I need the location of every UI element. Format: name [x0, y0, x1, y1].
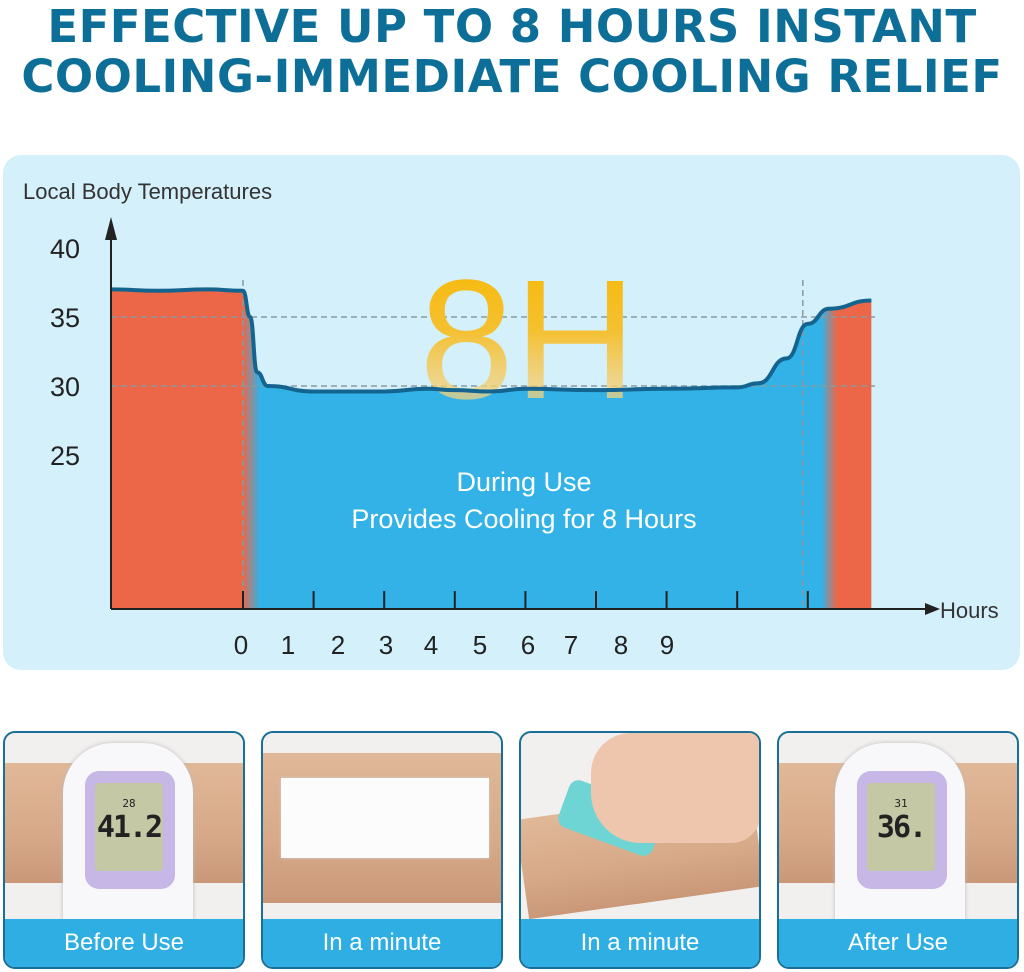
x-axis-arrow-icon — [925, 603, 940, 615]
y-axis-label: Local Body Temperatures — [23, 179, 272, 204]
headline-line-2: COOLING-IMMEDIATE COOLING RELIEF — [21, 50, 1003, 103]
duration-highlight: 8H — [419, 245, 636, 435]
x-tick-label: 3 — [379, 630, 393, 660]
annotation-line-2: Provides Cooling for 8 Hours — [351, 504, 696, 534]
x-tick-label: 4 — [424, 630, 438, 660]
y-axis-arrow-icon — [105, 217, 117, 240]
step-label: In a minute — [263, 919, 501, 967]
step-card-apply-patch: In a minute — [261, 731, 503, 969]
lcd-temperature-reading: 41.2 — [96, 810, 163, 845]
patch-on-arm-photo — [263, 733, 501, 920]
y-tick-label: 25 — [50, 441, 80, 471]
thermometer-photo: 31 36. — [779, 733, 1017, 943]
lcd-small-reading: 28 — [122, 797, 136, 810]
y-tick-label: 30 — [50, 372, 80, 402]
y-tick-label: 35 — [50, 303, 80, 333]
annotation-line-1: During Use — [456, 467, 591, 497]
x-tick-label: 9 — [660, 630, 674, 660]
step-card-before-use: 28 41.2 Before Use — [3, 731, 245, 969]
lcd-small-reading: 31 — [894, 797, 908, 810]
temperature-line — [110, 287, 872, 394]
y-tick-label: 40 — [50, 234, 80, 264]
headline-line-1: EFFECTIVE UP TO 8 HOURS INSTANT — [47, 0, 977, 53]
x-tick-label: 1 — [281, 630, 295, 660]
step-label: Before Use — [5, 919, 243, 967]
step-card-after-use: 31 36. After Use — [777, 731, 1019, 969]
x-tick-label: 0 — [234, 630, 248, 660]
x-tick-label: 7 — [564, 630, 578, 660]
x-tick-label: 2 — [331, 630, 345, 660]
step-card-peel-patch: In a minute — [519, 731, 761, 969]
step-label: In a minute — [521, 919, 759, 967]
step-label: After Use — [779, 919, 1017, 967]
temperature-area — [110, 289, 872, 609]
x-tick-label: 5 — [473, 630, 487, 660]
thermometer-photo: 28 41.2 — [5, 733, 243, 943]
peeling-gel-patch-photo — [521, 733, 759, 920]
x-tick-label: 6 — [521, 630, 535, 660]
x-axis-label: Hours — [940, 598, 999, 623]
x-tick-label: 8 — [614, 630, 628, 660]
lcd-temperature-reading: 36. — [876, 810, 927, 845]
